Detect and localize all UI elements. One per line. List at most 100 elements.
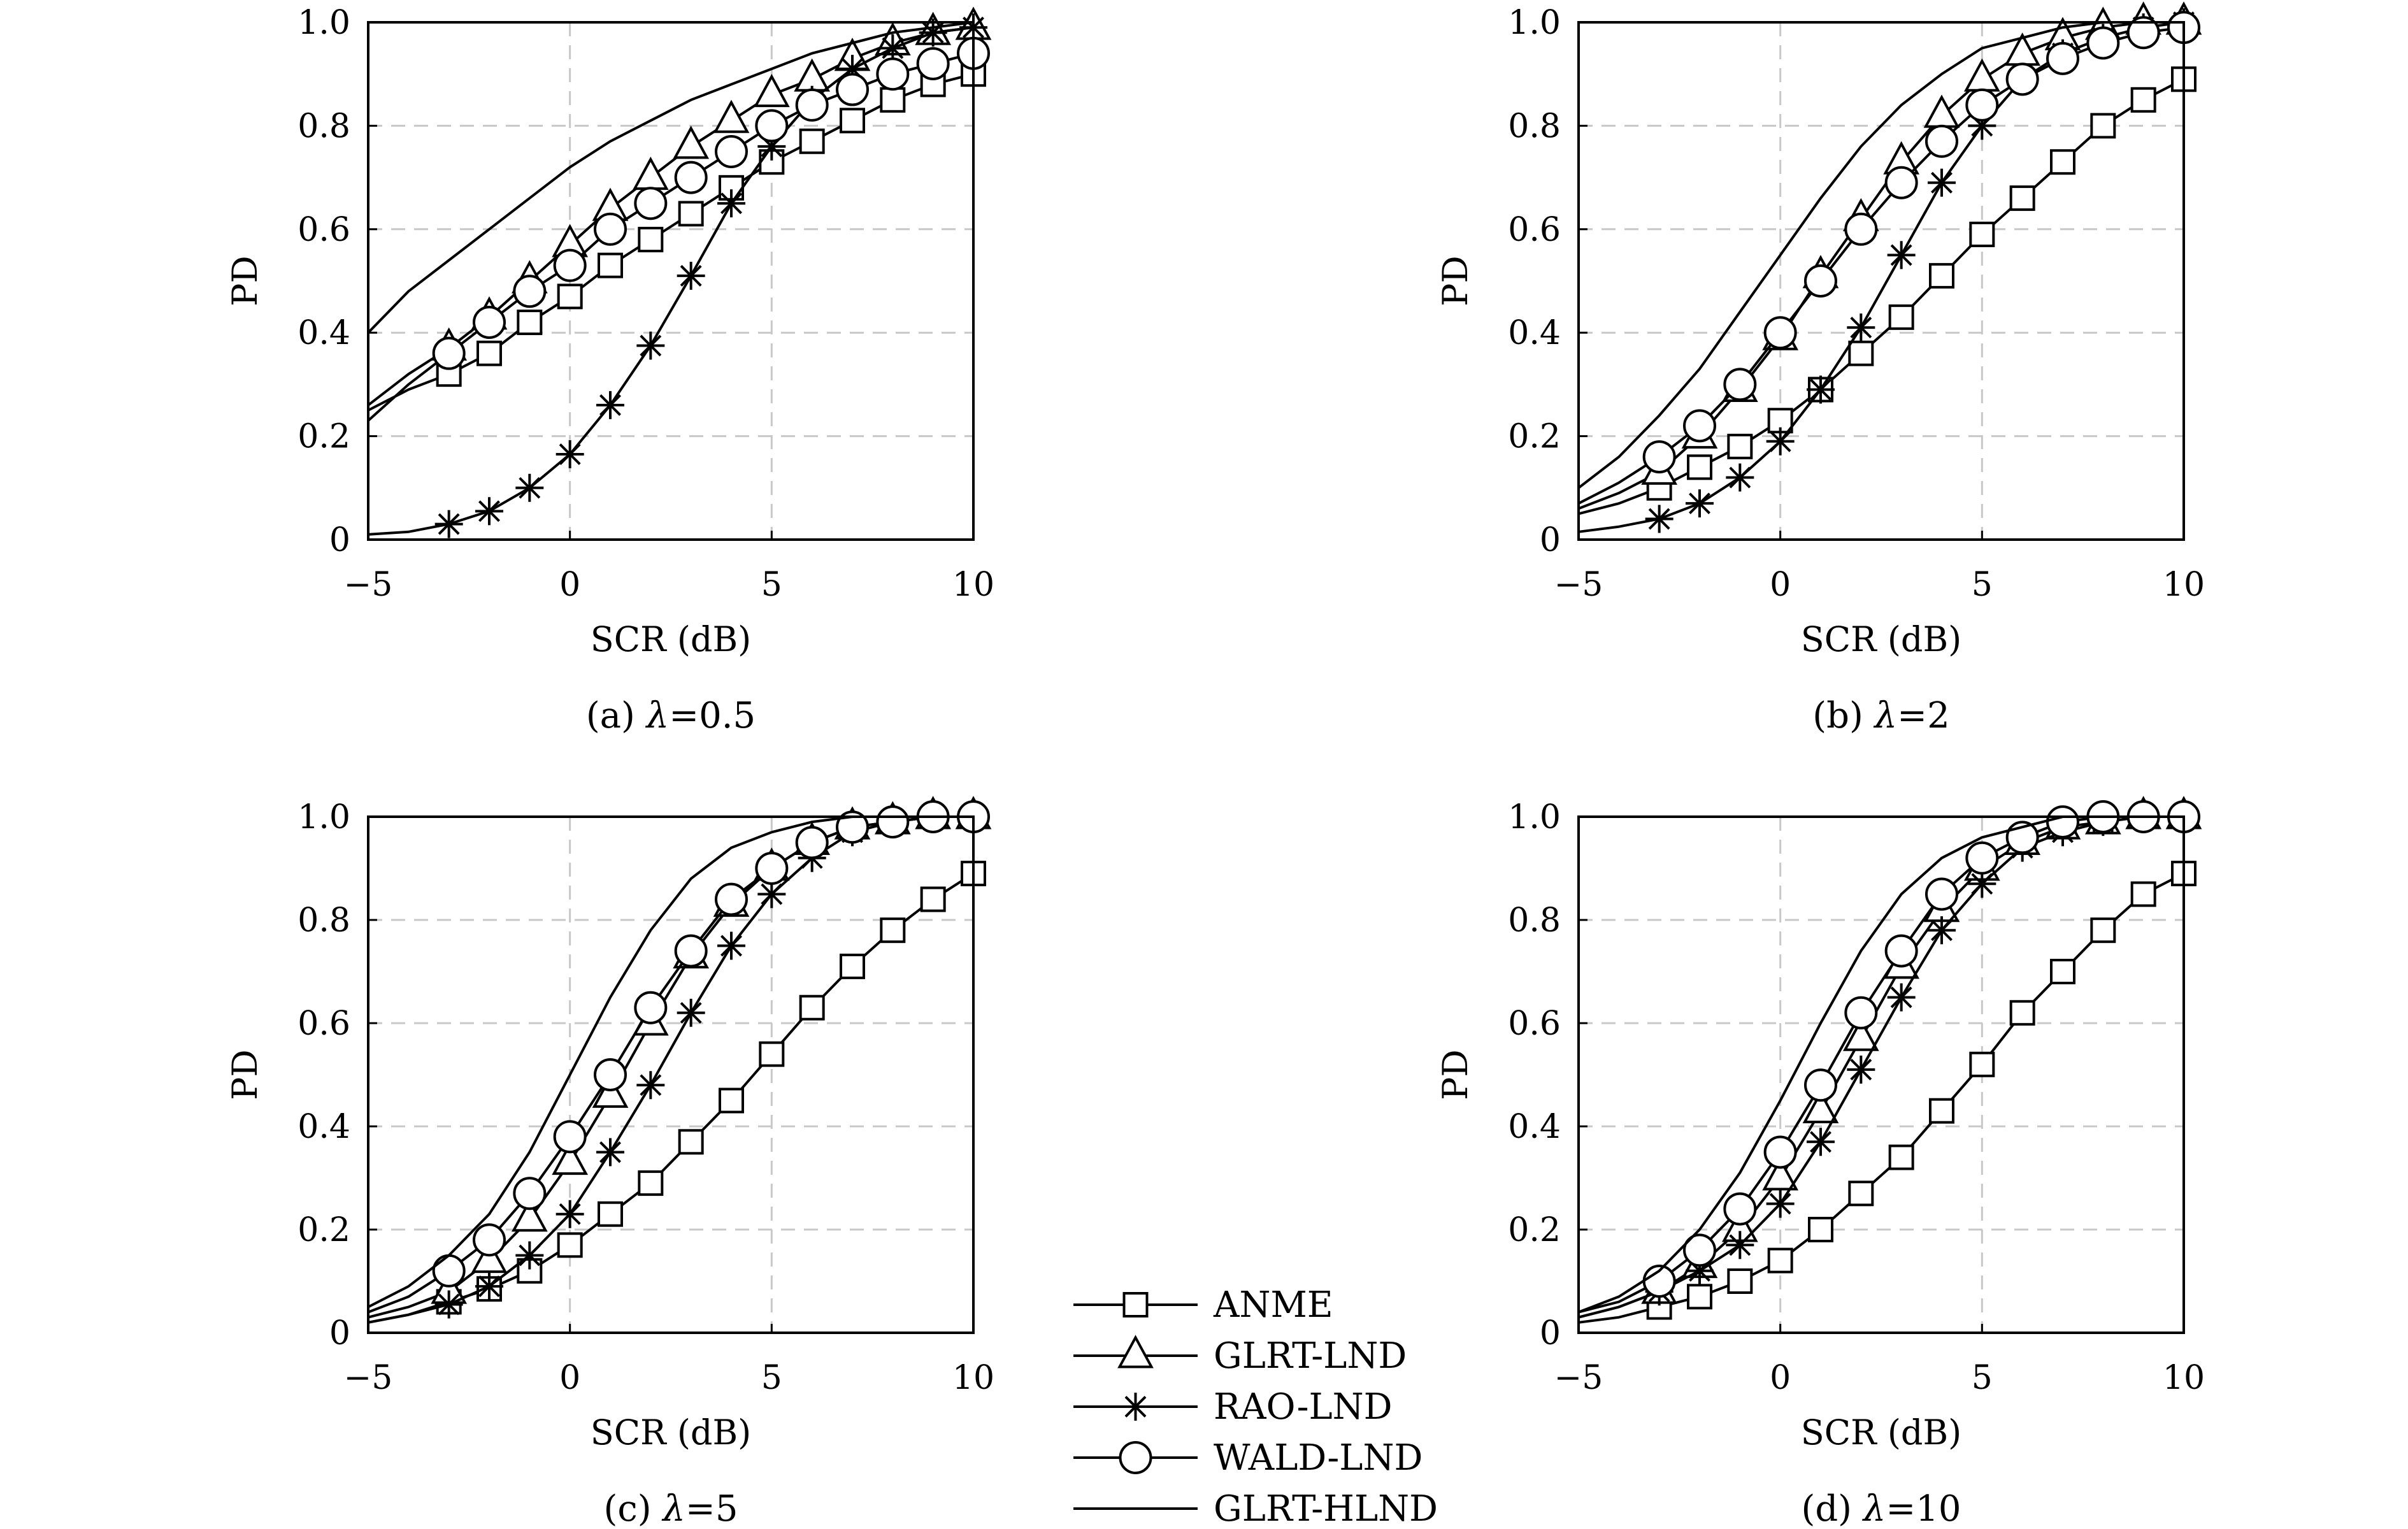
data-point <box>678 201 704 227</box>
data-point <box>1969 221 1995 247</box>
data-point <box>678 1129 704 1155</box>
y-tick-label: 0.4 <box>1508 314 1561 352</box>
y-tick-label: 0.8 <box>297 901 350 940</box>
panel-caption: (a) λ=0.5 <box>586 695 756 736</box>
series-line <box>1578 26 2184 505</box>
x-tick-label: 0 <box>1770 1359 1791 1397</box>
data-point <box>2126 16 2160 50</box>
data-point <box>473 1223 506 1257</box>
data-point <box>1884 166 1918 199</box>
data-point <box>432 1254 466 1288</box>
data-point <box>1642 440 1676 474</box>
data-point <box>1888 304 1914 330</box>
data-point <box>1686 489 1714 518</box>
y-tick-label: 0.2 <box>297 418 350 456</box>
data-point <box>713 99 750 133</box>
data-point <box>880 917 906 944</box>
data-point <box>1847 1055 1875 1084</box>
data-point <box>1925 877 1958 911</box>
legend-marker <box>1122 1292 1149 1317</box>
plot-frame <box>367 21 975 541</box>
series-glrt-hlnd <box>367 21 974 334</box>
data-point <box>471 1239 508 1274</box>
data-point <box>1727 1268 1753 1294</box>
series-line <box>368 73 974 412</box>
data-point <box>555 440 584 469</box>
data-point <box>795 826 829 859</box>
data-point <box>876 57 910 91</box>
y-axis-label: PD <box>225 255 265 306</box>
data-point <box>1804 264 1837 298</box>
series-glrt-hlnd <box>1577 21 2184 489</box>
y-tick-label: 0 <box>329 1314 350 1353</box>
data-point <box>1848 340 1874 366</box>
data-point <box>2090 917 2116 944</box>
data-point <box>1726 463 1754 492</box>
data-point <box>1928 916 1956 945</box>
data-point <box>594 212 627 246</box>
data-point <box>513 1177 547 1210</box>
data-point <box>1723 368 1757 401</box>
data-point <box>477 340 502 366</box>
data-point <box>1762 1157 1799 1191</box>
data-point <box>1807 375 1835 404</box>
data-point <box>2009 185 2035 212</box>
data-point <box>1683 1233 1716 1267</box>
data-point <box>876 805 910 839</box>
data-point <box>432 336 466 370</box>
y-tick-label: 0.6 <box>297 1005 350 1043</box>
x-axis-label: SCR (dB) <box>591 1412 752 1453</box>
data-point <box>1884 934 1918 968</box>
panel-d: −5 0 5 10 0 0.2 0.4 0.6 0.8 1.0 SCR (dB) PD (d) λ=10 <box>1435 796 2205 1529</box>
data-point <box>1807 1128 1835 1156</box>
series-anme <box>1578 861 2197 1324</box>
y-tick-label: 0.4 <box>1508 1108 1561 1146</box>
data-point <box>598 252 623 278</box>
data-point <box>2050 959 2075 984</box>
x-tick-label: −5 <box>344 566 393 604</box>
legend-label: GLRT-LND <box>1214 1335 1407 1377</box>
data-point <box>634 187 668 220</box>
data-point <box>515 1241 544 1270</box>
data-point <box>592 1074 629 1108</box>
legend-label: ANME <box>1213 1284 1333 1326</box>
y-tick-label: 0.4 <box>297 1108 350 1146</box>
data-point <box>434 510 463 538</box>
y-tick-label: 1.0 <box>297 4 350 42</box>
series-line <box>1578 815 2184 1319</box>
data-point <box>552 1141 589 1175</box>
data-point <box>636 1071 665 1100</box>
data-point <box>836 73 869 106</box>
data-point <box>2046 805 2079 839</box>
x-tick-label: −5 <box>344 1359 393 1397</box>
data-point <box>715 135 748 168</box>
y-tick-label: 0.8 <box>297 107 350 145</box>
data-point <box>799 128 825 154</box>
data-point <box>513 275 547 308</box>
series-line <box>368 815 973 1314</box>
legend-item-wald-lnd: WALD-LND <box>1073 1437 1423 1479</box>
data-point <box>1808 1217 1833 1242</box>
x-tick-label: 5 <box>761 566 782 604</box>
series-line <box>1578 815 2184 1314</box>
data-point <box>1848 1181 1874 1207</box>
data-point <box>2090 113 2116 139</box>
y-tick-label: 0 <box>1540 521 1561 559</box>
series-line <box>1577 21 2184 489</box>
data-point <box>674 161 708 194</box>
data-point <box>511 1198 548 1232</box>
data-point <box>1687 1284 1712 1310</box>
legend-item-anme: ANME <box>1073 1284 1333 1326</box>
data-point <box>2050 149 2075 175</box>
data-point <box>1687 454 1712 480</box>
series-line <box>1578 78 2184 515</box>
legend-label: GLRT-HLND <box>1214 1488 1438 1529</box>
data-point <box>598 1201 623 1227</box>
y-tick-label: 0 <box>1540 1314 1561 1353</box>
data-point <box>677 998 705 1027</box>
series-line <box>1578 872 2184 1324</box>
legend-item-glrt-hlnd: GLRT-HLND <box>1073 1488 1438 1529</box>
panel-b: −5 0 5 10 0 0.2 0.4 0.6 0.8 1.0 SCR (dB) PD (b) λ=2 <box>1435 1 2205 736</box>
data-point <box>1929 1098 1954 1124</box>
